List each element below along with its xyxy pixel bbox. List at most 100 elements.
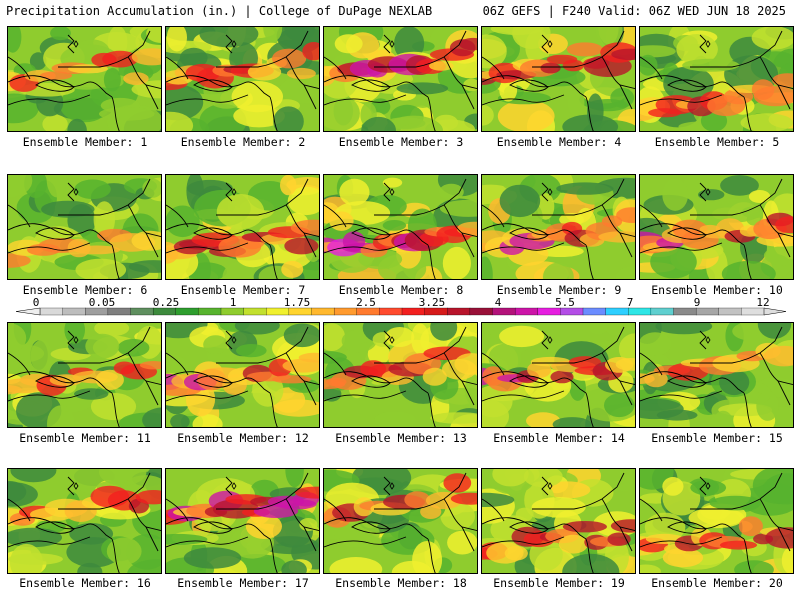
colorbar-swatch (514, 307, 539, 316)
ensemble-member-label: Ensemble Member: 11 (19, 431, 151, 445)
precip-field (640, 27, 793, 131)
precip-field (324, 323, 477, 427)
ensemble-member-map (7, 174, 162, 280)
ensemble-member-label: Ensemble Member: 6 (22, 283, 148, 297)
ensemble-member-label: Ensemble Member: 19 (493, 576, 625, 590)
ensemble-member-label: Ensemble Member: 5 (654, 135, 780, 149)
colorbar-swatch (333, 307, 358, 316)
colorbar-swatch (673, 307, 697, 316)
colorbar-swatch (175, 307, 199, 316)
colorbar-tick-label: 12 (756, 296, 770, 309)
colorbar-tick-label: 0.25 (152, 296, 180, 309)
precip-field (324, 175, 477, 279)
ensemble-member-label: Ensemble Member: 14 (493, 431, 625, 445)
ensemble-member-map (165, 26, 320, 132)
ensemble-member-map (165, 174, 320, 280)
colorbar-swatch (537, 307, 561, 316)
ensemble-member-label: Ensemble Member: 4 (496, 135, 622, 149)
colorbar-swatch (266, 307, 290, 316)
colorbar-swatch (152, 307, 177, 316)
colorbar-tick-label: 7 (626, 296, 634, 309)
precip-field (8, 175, 161, 279)
precip-field (166, 323, 319, 427)
colorbar-tick-label: 3.25 (418, 296, 446, 309)
ensemble-member-label: Ensemble Member: 2 (180, 135, 306, 149)
colorbar-swatch (560, 307, 584, 316)
precip-field (482, 175, 635, 279)
ensemble-member-map (481, 468, 636, 574)
colorbar-swatch (85, 307, 109, 316)
colorbar-swatch (288, 307, 312, 316)
colorbar-swatch (718, 307, 742, 316)
colorbar-tick-label: 2.5 (356, 296, 376, 309)
ensemble-member-label: Ensemble Member: 18 (335, 576, 467, 590)
ensemble-member-label: Ensemble Member: 8 (338, 283, 464, 297)
ensemble-member-label: Ensemble Member: 20 (651, 576, 783, 590)
precip-field (324, 469, 477, 573)
colorbar-tick-label: 4 (494, 296, 502, 309)
precip-field (166, 175, 319, 279)
colorbar-tick-label: 0 (32, 296, 40, 309)
ensemble-member-map (323, 174, 478, 280)
colorbar-max-arrow (763, 307, 787, 316)
colorbar-swatch (469, 307, 493, 316)
colorbar-min-arrow (15, 307, 41, 316)
colorbar-tick-label: 0.05 (88, 296, 116, 309)
precip-field (8, 27, 161, 131)
colorbar-swatch (356, 307, 380, 316)
precip-field (324, 27, 477, 131)
colorbar-swatch (695, 307, 720, 316)
precip-field (482, 323, 635, 427)
colorbar-tick-label: 1.75 (283, 296, 311, 309)
ensemble-member-map (7, 468, 162, 574)
ensemble-member-map (639, 468, 794, 574)
ensemble-member-label: Ensemble Member: 1 (22, 135, 148, 149)
colorbar-swatch (379, 307, 403, 316)
ensemble-member-label: Ensemble Member: 3 (338, 135, 464, 149)
colorbar-swatch (492, 307, 516, 316)
ensemble-member-label: Ensemble Member: 13 (335, 431, 467, 445)
ensemble-member-map (481, 174, 636, 280)
precip-field (640, 469, 793, 573)
colorbar-swatch (130, 307, 154, 316)
precip-colorbar (15, 307, 787, 316)
ensemble-member-map (639, 322, 794, 428)
precip-field (166, 27, 319, 131)
ensemble-member-label: Ensemble Member: 16 (19, 576, 151, 590)
precip-field (8, 469, 161, 573)
ensemble-member-label: Ensemble Member: 10 (651, 283, 783, 297)
colorbar-swatch (741, 307, 765, 316)
model-run-info: 06Z GEFS | F240 Valid: 06Z WED JUN 18 20… (482, 4, 786, 18)
ensemble-member-label: Ensemble Member: 17 (177, 576, 309, 590)
colorbar-swatch (198, 307, 222, 316)
precip-field (482, 27, 635, 131)
colorbar-swatch (424, 307, 448, 316)
precip-field (8, 323, 161, 427)
ensemble-member-map (323, 322, 478, 428)
ensemble-member-map (481, 322, 636, 428)
ensemble-member-label: Ensemble Member: 15 (651, 431, 783, 445)
colorbar-swatch (628, 307, 652, 316)
colorbar-tick-label: 9 (693, 296, 701, 309)
colorbar-swatch (243, 307, 267, 316)
colorbar-swatch (62, 307, 86, 316)
colorbar-swatch (311, 307, 335, 316)
colorbar-swatch (650, 307, 674, 316)
ensemble-member-map (639, 174, 794, 280)
ensemble-member-label: Ensemble Member: 12 (177, 431, 309, 445)
ensemble-member-map (323, 26, 478, 132)
ensemble-member-label: Ensemble Member: 7 (180, 283, 306, 297)
ensemble-member-map (481, 26, 636, 132)
colorbar-swatch (39, 307, 64, 316)
precip-field (482, 469, 635, 573)
figure-title: Precipitation Accumulation (in.) | Colle… (6, 4, 433, 18)
ensemble-member-map (7, 322, 162, 428)
ensemble-member-map (7, 26, 162, 132)
colorbar-tick-label: 5.5 (555, 296, 575, 309)
precip-field (640, 175, 793, 279)
colorbar-tick-label: 1 (229, 296, 237, 309)
colorbar-swatch (605, 307, 629, 316)
precip-field (640, 323, 793, 427)
ensemble-member-map (639, 26, 794, 132)
colorbar-swatch (401, 307, 426, 316)
